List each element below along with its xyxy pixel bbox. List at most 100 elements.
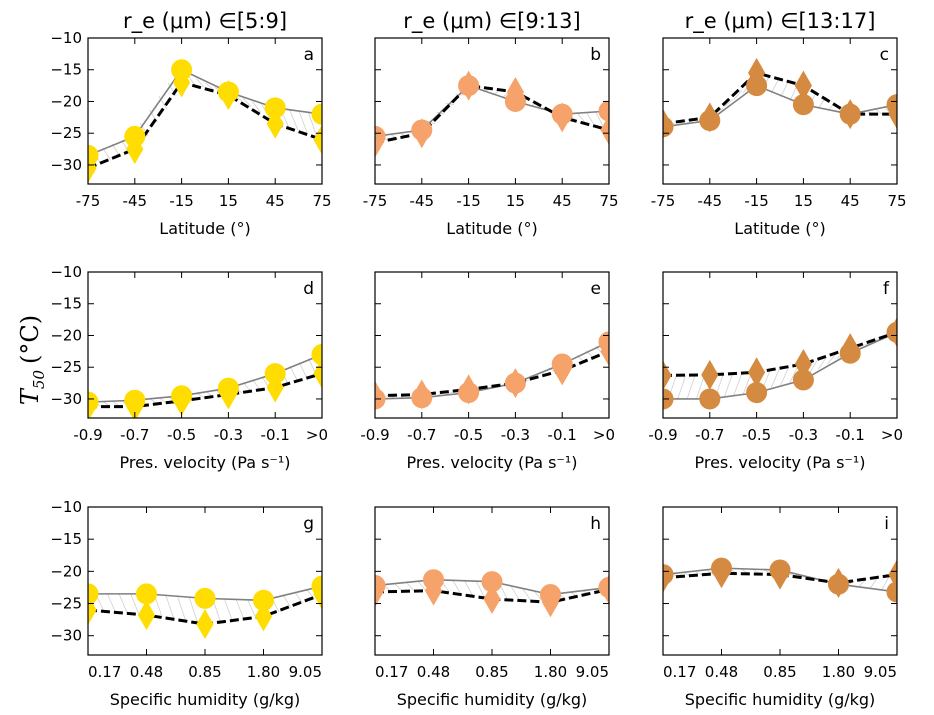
hatch-line [827, 354, 836, 365]
series-diamond-line [663, 71, 897, 126]
x-tick-label: 0.17 [88, 663, 121, 681]
circle-marker [540, 584, 561, 606]
y-axis-label: T50(°C) [16, 315, 48, 405]
diamond-marker [748, 357, 766, 388]
plot-frame [662, 37, 898, 185]
hatch-line [205, 82, 214, 91]
hatch-line [405, 581, 415, 592]
x-tick-label: 0.48 [417, 663, 450, 681]
hatch-line [817, 357, 827, 370]
circle-marker [699, 110, 721, 132]
x-tick-label: 75 [599, 192, 618, 210]
hatch-line [282, 594, 292, 608]
circle-marker [504, 372, 526, 394]
diamond-marker [254, 601, 273, 632]
circle-marker [598, 331, 609, 353]
y-tick-label: −20 [50, 326, 82, 344]
x-axis-label: Specific humidity (g/kg) [685, 690, 876, 709]
hatch-line [102, 147, 112, 161]
x-tick-label: -0.3 [501, 426, 530, 444]
circle-marker [88, 583, 99, 605]
hatch-line [242, 98, 252, 107]
circle-marker [792, 369, 814, 391]
x-axis-label: Pres. velocity (Pa s⁻¹) [119, 453, 290, 472]
hatch-line [475, 581, 485, 598]
series-diamond-line [88, 80, 322, 170]
hatch-line [165, 595, 175, 619]
x-tick-label: -0.7 [120, 426, 149, 444]
circle-marker [88, 391, 99, 413]
x-tick-label: >0 [881, 426, 903, 444]
x-tick-label: >0 [593, 426, 615, 444]
x-tick-label: -75 [651, 192, 676, 210]
x-tick-label: 1.80 [534, 663, 567, 681]
y-tick-label: −30 [50, 627, 82, 645]
circle-marker [264, 363, 286, 385]
circle-marker [194, 587, 216, 609]
diamond-marker [313, 124, 322, 155]
circle-marker [886, 321, 897, 343]
hatch-line [522, 589, 532, 602]
hatch-line [188, 597, 198, 623]
x-tick-label: -0.9 [648, 426, 677, 444]
x-tick-label: -0.7 [695, 426, 724, 444]
circle-marker [311, 103, 322, 125]
circle-marker [458, 382, 480, 404]
panel-g [87, 506, 323, 656]
circle-marker [458, 75, 480, 97]
circle-marker [217, 377, 239, 399]
x-axis-label: Pres. velocity (Pa s⁻¹) [406, 453, 577, 472]
hatch-line [742, 372, 752, 395]
x-tick-label: 15 [506, 192, 525, 210]
hatch-line [308, 112, 318, 137]
series-diamond-line [663, 330, 897, 377]
y-tick-label: −10 [50, 263, 82, 281]
circle-marker [217, 81, 239, 103]
y-tick-label: −30 [50, 390, 82, 408]
hatch-line [686, 374, 696, 400]
diamond-marker [483, 584, 501, 615]
panel-f [662, 271, 898, 419]
hatch-line [196, 78, 205, 88]
diamond-marker [196, 609, 214, 640]
circle-marker [828, 573, 849, 595]
x-tick-label: 45 [553, 192, 572, 210]
circle-marker [411, 387, 433, 409]
plot-frame [87, 37, 323, 185]
x-tick-label: -0.1 [261, 426, 290, 444]
circle-marker [663, 564, 674, 586]
y-tick-label: −10 [50, 29, 82, 47]
x-axis-label: Latitude (°) [446, 219, 537, 238]
x-tick-label: -0.1 [836, 426, 865, 444]
x-tick-label: 75 [887, 192, 906, 210]
panel-letter: g [303, 514, 314, 534]
hatch-line [724, 99, 733, 107]
x-tick-label: 1.80 [822, 663, 855, 681]
panel-letter: i [884, 514, 889, 534]
x-tick-label: -45 [410, 192, 435, 210]
x-tick-label: -15 [169, 192, 194, 210]
column-title-3: r_e (μm) ∈[13:17] [685, 9, 876, 34]
circle-marker [124, 389, 146, 411]
hatch-line [770, 77, 780, 94]
hatch-line [298, 361, 308, 380]
y-tick-label: −15 [50, 530, 82, 548]
series-circle-line [375, 84, 609, 138]
x-tick-label: 45 [266, 192, 285, 210]
x-axis-label: Latitude (°) [734, 219, 825, 238]
hatch-line [724, 373, 733, 397]
x-tick-label: 0.48 [705, 663, 738, 681]
y-tick-label: −10 [50, 498, 82, 516]
x-tick-label: -15 [456, 192, 481, 210]
hatch-line [595, 111, 604, 128]
x-tick-label: -0.5 [167, 426, 196, 444]
hatch-line [780, 367, 790, 386]
diamond-marker [600, 115, 609, 146]
circle-marker [423, 569, 444, 591]
hatch-line [780, 80, 790, 98]
hatch-line [770, 368, 780, 388]
x-tick-label: 0.48 [130, 663, 163, 681]
hatch-line [452, 580, 462, 595]
hatch-line [224, 599, 233, 622]
